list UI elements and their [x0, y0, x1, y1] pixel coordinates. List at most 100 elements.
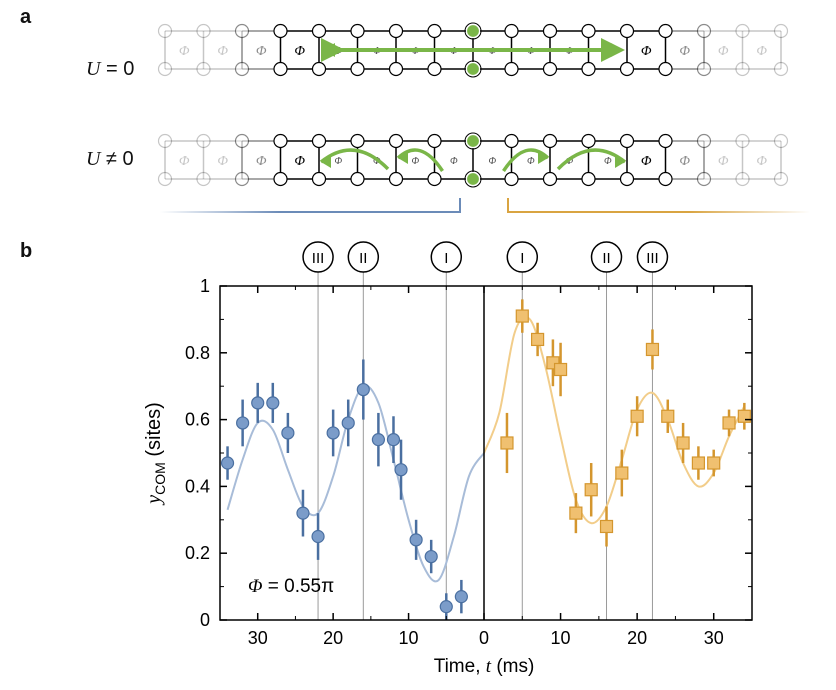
- plaquette-phi-label: Φ: [217, 44, 228, 59]
- x-axis-label-var: t: [486, 656, 492, 677]
- row-label-u-nonzero: U ≠ 0: [86, 148, 134, 171]
- marker-circle: [590, 241, 623, 273]
- plaquette-phi-label: Φ: [679, 44, 690, 59]
- lattice-site: [735, 133, 750, 149]
- marker-circle: [506, 241, 539, 273]
- lattice-site: [427, 133, 442, 149]
- lattice-site: [350, 23, 365, 39]
- plaquette-phi-label-small: Φ: [565, 156, 573, 167]
- lattice-site: [273, 171, 288, 187]
- data-point-left: [281, 426, 295, 440]
- x-tick-label: 30: [248, 628, 268, 648]
- lattice-site: [581, 61, 596, 77]
- lattice-site: [311, 171, 327, 187]
- plaquette-phi-label: Φ: [641, 44, 652, 59]
- y-tick-label: 0: [200, 610, 210, 630]
- plaquette-phi-label: Φ: [679, 154, 690, 169]
- lattice-site: [542, 133, 558, 149]
- hop-left-1: [396, 148, 444, 172]
- plaquette-phi-label: Φ: [217, 154, 228, 169]
- lattice-site: [350, 171, 365, 187]
- marker-label: III: [312, 250, 325, 267]
- u-relation: ≠ 0: [100, 148, 134, 170]
- fit-curve-right: [483, 315, 746, 525]
- bracket-left: [160, 198, 461, 213]
- plaquette-phi-label: Φ: [718, 44, 729, 59]
- data-point-left: [424, 549, 438, 564]
- data-point-left: [326, 426, 340, 440]
- ladder-u-nonzero: Φ Φ Φ Φ Φ Φ Φ ΦΦ Φ Φ Φ Φ Φ Φ Φ: [157, 132, 789, 188]
- marker-circle: [430, 241, 463, 273]
- plaquette-phi-label: Φ: [294, 44, 305, 59]
- lattice-site: [157, 171, 173, 187]
- arrowhead-right: [611, 43, 623, 57]
- y-axis-label-sub: COM: [152, 462, 168, 495]
- lattice-site: [542, 171, 558, 187]
- lattice-site: [196, 23, 211, 39]
- marker-label: I: [444, 250, 448, 267]
- data-point-left: [266, 396, 280, 410]
- plot-frame: [219, 285, 753, 621]
- lattice-site: [773, 133, 789, 149]
- lattice-site: [388, 171, 404, 187]
- data-point-left: [386, 433, 401, 447]
- lattice-site: [388, 61, 404, 77]
- data-point-left: [236, 416, 250, 430]
- plaquette-phi-label-small: Φ: [334, 156, 342, 167]
- y-axis-label: yCOM (sites): [143, 402, 168, 506]
- lattice-site: [581, 171, 596, 187]
- lattice-site: [619, 133, 635, 149]
- u-relation: = 0: [100, 58, 135, 80]
- row-label-u-zero: U = 0: [86, 58, 134, 81]
- lattice-site: [504, 171, 519, 187]
- lattice-site: [273, 133, 288, 149]
- lattice-site: [273, 61, 288, 77]
- lattice-site: [658, 61, 673, 77]
- data-point-right: [707, 456, 721, 470]
- data-point-right: [515, 309, 529, 323]
- plaquette-phi-label: Φ: [718, 154, 729, 169]
- data-point-left: [439, 600, 453, 614]
- data-point-right: [599, 519, 614, 534]
- data-point-left: [394, 463, 408, 477]
- lattice-site: [157, 61, 173, 77]
- bracket-right: [507, 198, 810, 213]
- data-point-left: [454, 590, 468, 604]
- y-tick-label: 0.2: [185, 543, 210, 563]
- lattice-site: [196, 61, 211, 77]
- lattice-site: [696, 61, 712, 77]
- lattice-site: [196, 133, 211, 149]
- data-point-right: [645, 342, 660, 357]
- arrowhead-left: [323, 43, 335, 57]
- fit-curve-left: [226, 384, 485, 583]
- lattice-site: [735, 171, 750, 187]
- occupied-site: [465, 133, 481, 149]
- lattice-site: [735, 61, 750, 77]
- hop-left-1-head: [398, 152, 408, 164]
- marker-label: II: [602, 250, 610, 267]
- data-point-left: [296, 506, 310, 520]
- x-tick-label: 20: [627, 628, 647, 648]
- marker-circle: [347, 241, 380, 273]
- occupied-site: [465, 61, 481, 77]
- plaquette-phi-label: Φ: [256, 154, 267, 169]
- plaquette-phi-label: Φ: [256, 44, 267, 59]
- x-tick-label: 0: [479, 628, 489, 648]
- marker-label: II: [359, 250, 367, 267]
- data-point-right: [722, 416, 736, 430]
- data-point-right: [630, 409, 644, 423]
- lattice-site: [234, 23, 250, 39]
- lattice-site: [273, 23, 288, 39]
- y-tick-label: 0.8: [185, 343, 210, 363]
- hop-right-2: [556, 148, 627, 171]
- data-point-right: [661, 409, 675, 423]
- phi-annotation: Φ = 0.55π: [248, 576, 334, 597]
- hop-right-2-head: [615, 156, 625, 168]
- occupied-site-ring: [464, 170, 482, 188]
- x-axis-label: Time, t (ms): [434, 656, 535, 677]
- lattice-site: [581, 133, 596, 149]
- lattice-site: [658, 133, 673, 149]
- lattice-site: [427, 61, 442, 77]
- lattice-site: [619, 61, 635, 77]
- u-symbol: U: [86, 148, 101, 170]
